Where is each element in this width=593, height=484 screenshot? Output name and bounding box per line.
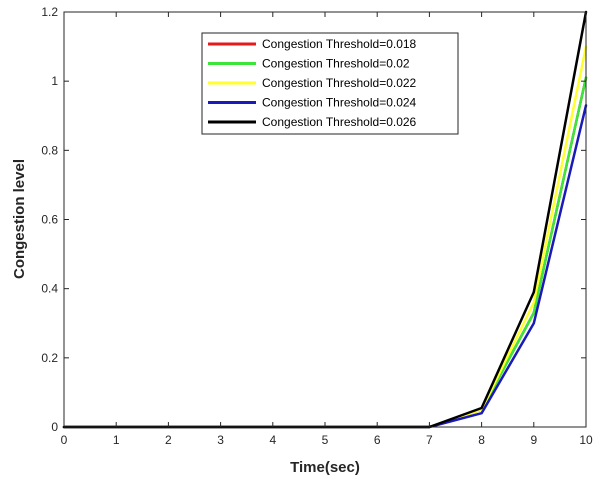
y-tick-label: 0.4 <box>41 282 58 296</box>
legend-label-3: Congestion Threshold=0.024 <box>262 96 417 110</box>
x-tick-label: 6 <box>374 433 381 447</box>
x-tick-label: 1 <box>113 433 120 447</box>
x-tick-label: 4 <box>269 433 276 447</box>
y-axis-label: Congestion level <box>11 159 28 279</box>
y-tick-label: 0.2 <box>41 351 58 365</box>
y-tick-label: 0.8 <box>41 143 58 157</box>
y-tick-label: 1.2 <box>41 5 58 19</box>
legend-label-2: Congestion Threshold=0.022 <box>262 76 417 90</box>
legend: Congestion Threshold=0.018 Congestion Thr… <box>201 32 459 135</box>
x-tick-label: 9 <box>530 433 537 447</box>
x-tick-label: 7 <box>426 433 433 447</box>
y-tick-label: 0.6 <box>41 213 58 227</box>
x-tick-label: 3 <box>217 433 224 447</box>
legend-label-4: Congestion Threshold=0.026 <box>262 115 417 129</box>
x-tick-label: 0 <box>61 433 68 447</box>
y-ticks: 0 0.2 0.4 0.6 0.8 1 1.2 <box>41 5 586 434</box>
x-tick-label: 10 <box>579 433 593 447</box>
legend-label-1: Congestion Threshold=0.02 <box>262 57 410 71</box>
x-ticks: 0 1 2 3 4 5 6 7 8 9 10 <box>61 12 593 447</box>
y-tick-label: 0 <box>51 420 58 434</box>
x-tick-label: 5 <box>322 433 329 447</box>
x-axis-label: Time(sec) <box>290 459 360 476</box>
legend-label-0: Congestion Threshold=0.018 <box>262 37 417 51</box>
x-tick-label: 8 <box>478 433 485 447</box>
y-tick-label: 1 <box>51 74 58 88</box>
x-tick-label: 2 <box>165 433 172 447</box>
